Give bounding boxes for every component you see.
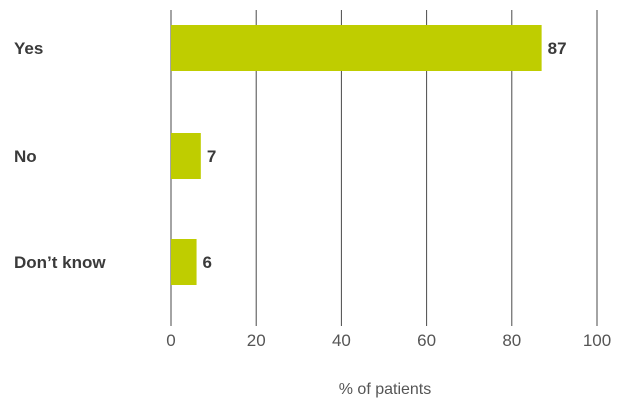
bar-yes	[171, 25, 542, 71]
x-tick-label-40: 40	[332, 331, 351, 350]
x-tick-label-80: 80	[502, 331, 521, 350]
bar-don-t-know	[171, 239, 197, 285]
category-label-yes: Yes	[14, 39, 43, 58]
x-tick-label-0: 0	[166, 331, 175, 350]
x-axis-title: % of patients	[339, 381, 432, 398]
category-label-don-t-know: Don’t know	[14, 253, 106, 272]
value-labels: 87 7 6	[203, 39, 567, 272]
bars	[171, 25, 542, 285]
x-tick-labels: 0 20 40 60 80 100	[166, 331, 611, 350]
value-label-yes: 87	[548, 39, 567, 58]
bar-no	[171, 133, 201, 179]
value-label-don-t-know: 6	[203, 253, 212, 272]
x-tick-label-20: 20	[247, 331, 266, 350]
category-labels: Yes No Don’t know	[14, 39, 106, 272]
category-label-no: No	[14, 147, 37, 166]
value-label-no: 7	[207, 147, 216, 166]
x-tick-label-100: 100	[583, 331, 611, 350]
x-tick-label-60: 60	[417, 331, 436, 350]
